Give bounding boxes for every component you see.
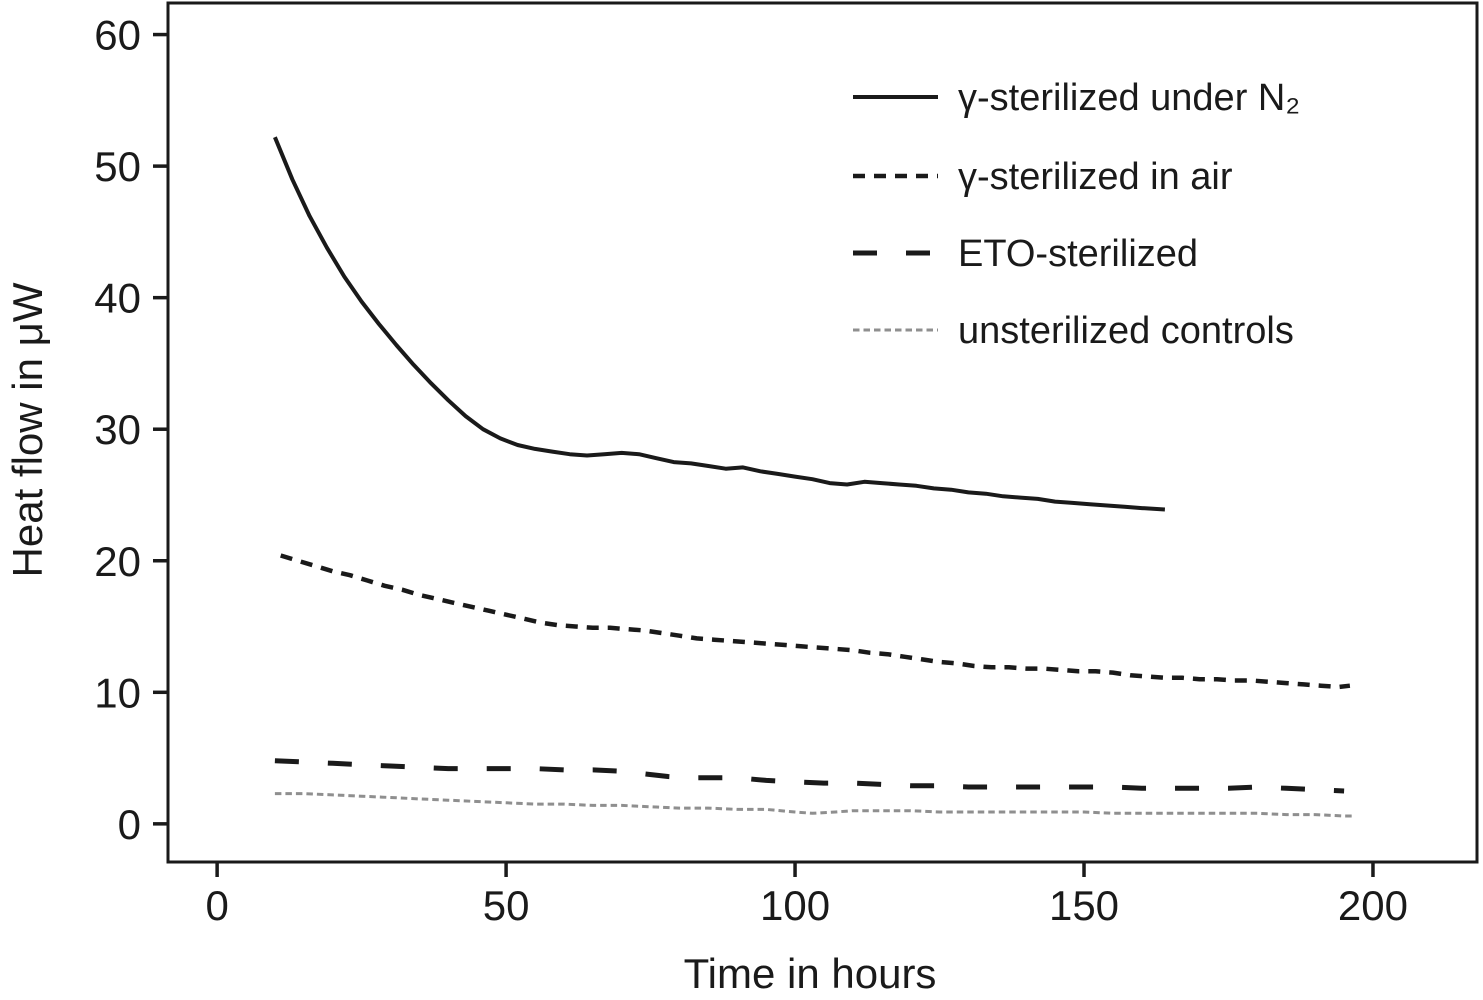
legend-label-3: unsterilized controls xyxy=(958,310,1294,352)
x-tick-label: 0 xyxy=(205,882,228,929)
plot-frame xyxy=(166,1,1479,864)
x-tick-label: 200 xyxy=(1338,882,1408,929)
y-tick-label: 0 xyxy=(118,801,141,848)
legend-label-1: γ-sterilized in air xyxy=(958,156,1233,198)
x-tick-label: 100 xyxy=(760,882,830,929)
y-tick-label: 30 xyxy=(94,406,141,453)
legend-label-2: ETO-sterilized xyxy=(958,233,1198,275)
series-line-1 xyxy=(280,553,1351,690)
legend-label-0: γ-sterilized under N₂ xyxy=(958,77,1300,119)
series-line-0 xyxy=(273,136,1166,512)
y-axis-title: Heat flow in μW xyxy=(4,282,51,577)
y-tick-label: 10 xyxy=(94,669,141,716)
series-line-3 xyxy=(274,792,1356,818)
x-tick-label: 150 xyxy=(1049,882,1119,929)
axis-ticks: 0 50 100 150 200 0 10 20 30 40 50 60 xyxy=(94,12,1408,929)
y-tick-label: 40 xyxy=(94,275,141,322)
series-line-2 xyxy=(274,758,1345,794)
x-axis-title: Time in hours xyxy=(684,950,937,997)
y-tick-label: 60 xyxy=(94,12,141,59)
legend: γ-sterilized under N₂ γ-sterilized in air… xyxy=(853,77,1300,352)
y-tick-label: 50 xyxy=(94,143,141,190)
x-tick-label: 50 xyxy=(483,882,530,929)
series-lines xyxy=(273,136,1356,818)
y-tick-label: 20 xyxy=(94,538,141,585)
